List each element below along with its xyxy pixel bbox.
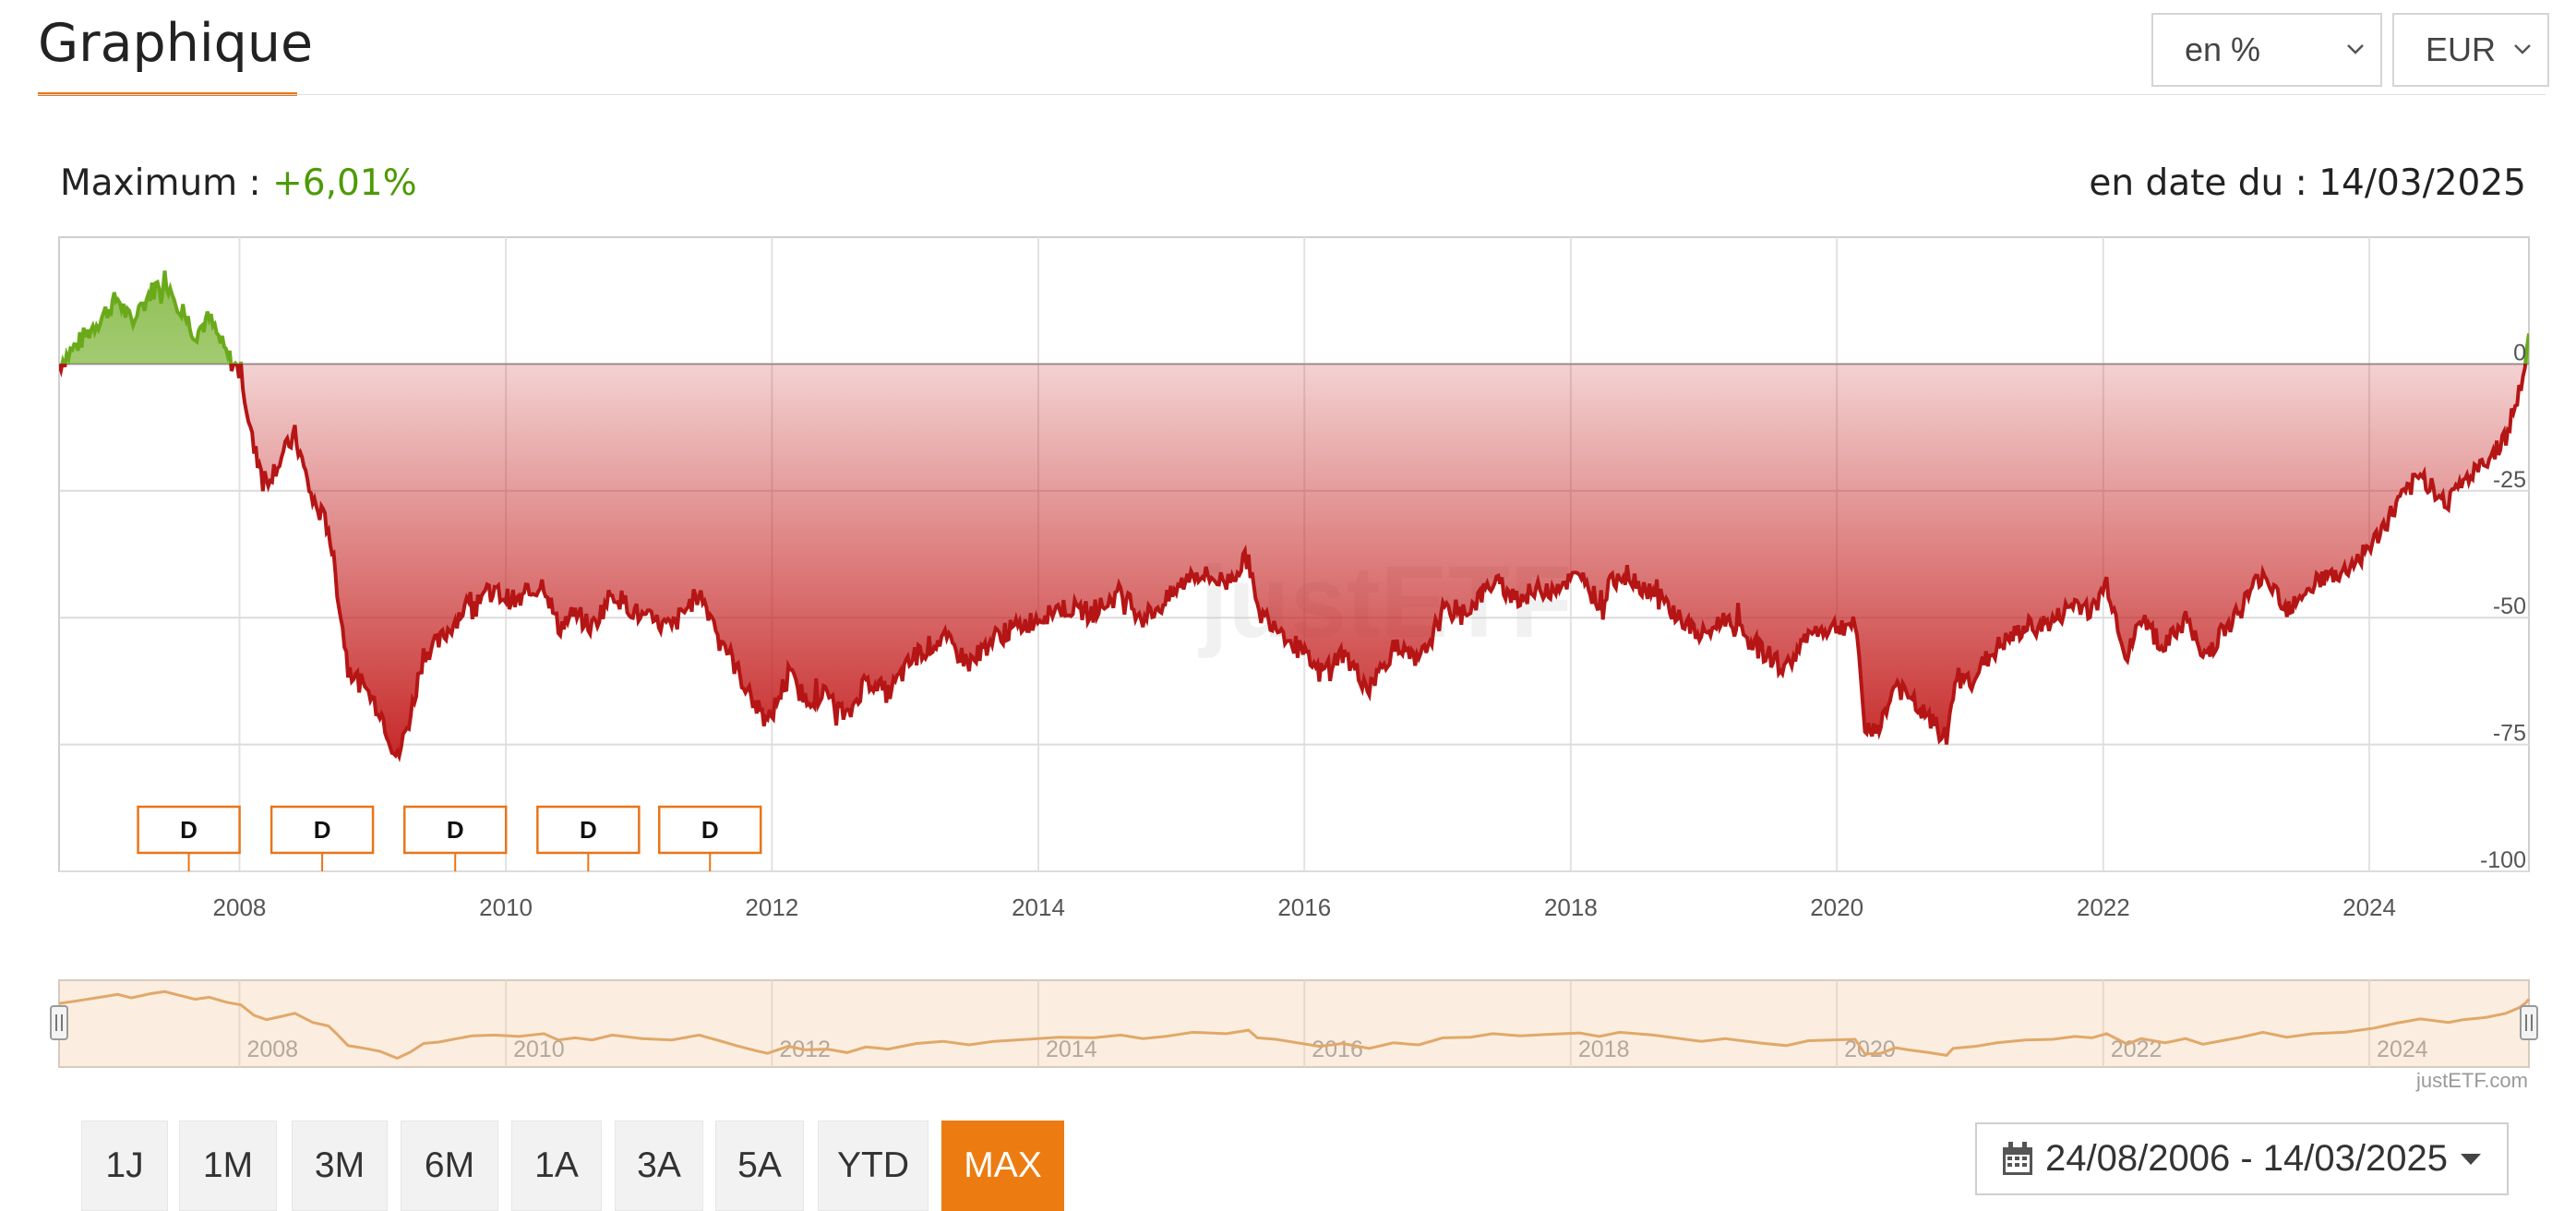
range-button-ytd[interactable]: YTD [818,1121,929,1211]
dividend-marker[interactable]: D [536,805,641,871]
navigator-tick-label: 2016 [1312,1037,1363,1062]
negative-area [59,364,2529,757]
calendar-icon [2003,1141,2033,1175]
dividend-marker-box [402,805,508,855]
dividend-marker[interactable]: D [657,805,762,871]
dividend-marker[interactable]: D [270,805,375,871]
dividend-marker-label: D [314,816,331,844]
range-button-3a[interactable]: 3A [615,1121,703,1211]
navigator-window [58,979,2530,1068]
range-button-3m[interactable]: 3M [292,1121,388,1211]
currency-select-value: EUR [2426,30,2497,68]
maximum-value: +6,01% [272,162,417,204]
x-tick-label: 2010 [479,893,533,921]
dividend-marker-label: D [180,816,198,844]
navigator-tick-label: 2018 [1578,1037,1630,1062]
date-range-picker[interactable]: 24/08/2006 - 14/03/2025 [1975,1122,2509,1195]
x-tick-label: 2014 [1012,893,1065,921]
mode-select[interactable]: en % [2151,13,2382,87]
range-button-1a[interactable]: 1A [511,1121,602,1211]
navigator-tick-label: 2008 [246,1037,298,1062]
x-tick-label: 2008 [213,893,267,921]
dividend-marker-label: D [447,816,464,844]
dividend-marker-box [137,805,241,855]
dividend-marker[interactable]: D [402,805,508,871]
credit-text: justETF.com [2415,1069,2528,1092]
dividend-marker-box [657,805,762,855]
navigator-tick-label: 2014 [1046,1037,1097,1062]
maximum-readout: Maximum : +6,01% [60,162,417,204]
chevron-down-icon [2514,44,2531,54]
dividend-marker-box [536,805,641,855]
navigator-handle-right[interactable] [2520,1005,2538,1040]
x-tick-label: 2020 [1810,893,1863,921]
x-tick-label: 2018 [1544,893,1598,921]
navigator-tick-label: 2010 [513,1037,565,1062]
as-of-date: en date du : 14/03/2025 [2089,162,2526,204]
navigator-tick-label: 2020 [1844,1037,1896,1062]
range-button-1m[interactable]: 1M [179,1121,277,1211]
navigator-tick-label: 2024 [2377,1037,2428,1062]
x-tick-label: 2024 [2342,893,2396,921]
y-tick-label: -50 [2493,594,2526,619]
page-title: Graphique [38,13,314,74]
series-line-negative [59,364,2528,763]
x-tick-label: 2022 [2077,893,2130,921]
maximum-label: Maximum : [60,162,273,204]
dividend-marker-label: D [580,816,597,844]
dividend-marker-label: D [701,816,719,844]
range-button-6m[interactable]: 6M [401,1121,498,1211]
navigator[interactable]: 2008 2010 2012 2014 2016 2018 2020 2022 2024 [50,979,2538,1068]
navigator-series-line [58,989,2531,1061]
mode-select-value: en % [2185,30,2261,68]
dividend-marker-box [270,805,375,855]
range-button-1j[interactable]: 1J [81,1121,168,1211]
currency-select[interactable]: EUR [2392,13,2549,87]
navigator-handle-left[interactable] [50,1005,68,1040]
x-tick-label: 2016 [1277,893,1331,921]
y-tick-label: -100 [2480,847,2526,873]
header-divider [38,94,2546,95]
caret-down-icon [2460,1153,2481,1165]
x-axis: 2008 2010 2012 2014 2016 2018 2020 2022 2024 [213,893,2396,921]
range-button-5a[interactable]: 5A [715,1121,804,1211]
date-range-text: 24/08/2006 - 14/03/2025 [2045,1138,2448,1179]
series-areas [59,270,2529,757]
y-tick-label: 0 [2513,340,2526,366]
y-tick-label: -25 [2493,467,2526,493]
y-tick-label: -75 [2493,721,2526,747]
dividend-marker[interactable]: D [137,805,241,871]
chevron-down-icon [2347,44,2364,54]
range-button-max[interactable]: MAX [941,1121,1064,1211]
y-axis: 0 -25 -50 -75 -100 [2480,340,2526,873]
x-tick-label: 2012 [745,893,798,921]
series-lines [59,270,2529,763]
